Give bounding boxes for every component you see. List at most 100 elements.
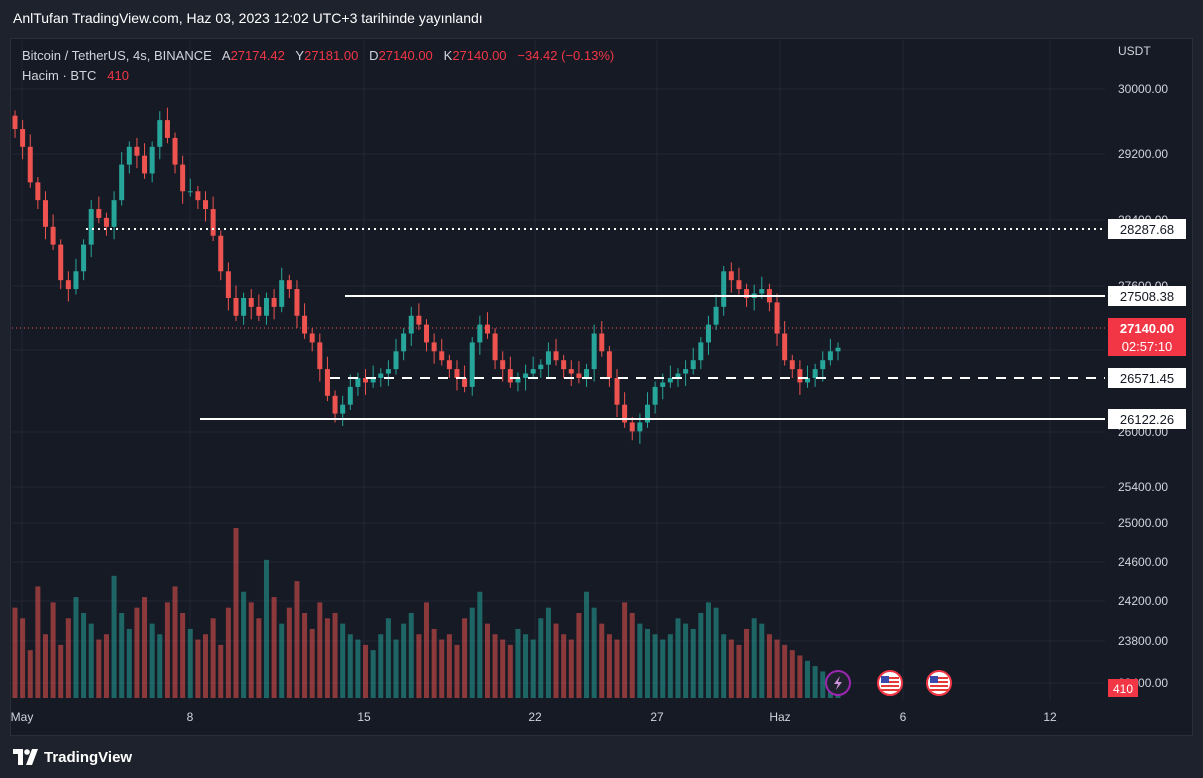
x-tick-label: Haz <box>769 710 790 724</box>
volume-label[interactable]: Hacim · BTC <box>22 68 97 83</box>
candle-body <box>523 373 529 378</box>
candle-body <box>622 404 628 423</box>
volume-bar <box>302 613 308 698</box>
price-line-label: 27508.38 <box>1120 289 1174 304</box>
volume-bar <box>12 607 18 698</box>
volume-bar <box>477 591 483 698</box>
y-tick-label: 25400.00 <box>1118 480 1168 494</box>
legend-price-row: Bitcoin / TetherUS, 4s, BINANCE A27174.4… <box>22 46 614 66</box>
volume-bar <box>27 650 33 698</box>
time-axis[interactable]: May 8 15 22 27 Haz 6 12 <box>11 710 1057 724</box>
candle-body <box>149 146 155 174</box>
candle-body <box>675 373 681 378</box>
y-tick-label: 29200.00 <box>1118 147 1168 161</box>
volume-bar <box>347 634 353 698</box>
volume-bar <box>370 650 376 698</box>
volume-bar <box>279 623 285 698</box>
volume-bar <box>759 623 765 698</box>
volume-bar <box>263 559 269 698</box>
brand-name: TradingView <box>44 748 133 766</box>
candle-body <box>324 369 330 396</box>
volume-bar <box>454 644 460 698</box>
published-info: AnlTufan TradingView.com, Haz 03, 2023 1… <box>13 10 483 26</box>
candle-body <box>50 226 56 245</box>
low-label: D <box>369 48 379 63</box>
candle-body <box>35 182 41 201</box>
volume-bar <box>568 639 574 698</box>
volume-bar <box>111 575 117 698</box>
x-tick-label: 8 <box>187 710 194 724</box>
volume-bar <box>538 618 544 698</box>
close-value: 27140.00 <box>452 48 507 63</box>
volume-bar <box>766 634 772 698</box>
currency-label: USDT <box>1118 44 1151 58</box>
volume-bar <box>149 623 155 698</box>
tradingview-logo[interactable]: TradingView <box>13 746 132 768</box>
candle-body <box>27 146 33 183</box>
volume-bar <box>309 628 315 698</box>
footer <box>0 736 1203 778</box>
volume-bar <box>721 634 727 698</box>
volume-bar <box>728 639 734 698</box>
candle-body <box>157 120 163 147</box>
volume-bar <box>81 613 87 698</box>
volume-bar <box>218 644 224 698</box>
candle-body <box>713 306 719 325</box>
x-tick-label: 15 <box>357 710 371 724</box>
volume-bar <box>545 607 551 698</box>
event-icons[interactable] <box>825 670 952 696</box>
chart-legend: Bitcoin / TetherUS, 4s, BINANCE A27174.4… <box>22 46 614 86</box>
us-flag-icon[interactable] <box>877 670 903 696</box>
candle-body <box>584 369 590 378</box>
volume-bar <box>492 634 498 698</box>
symbol-label[interactable]: Bitcoin / TetherUS, 4s, BINANCE <box>22 48 212 63</box>
us-flag-icon[interactable] <box>926 670 952 696</box>
candle-body <box>294 289 300 316</box>
volume-bar <box>401 623 407 698</box>
volume-bar <box>393 639 399 698</box>
volume-bar <box>675 618 681 698</box>
candle-body <box>241 297 247 316</box>
volume-bar <box>225 607 231 698</box>
candle-body <box>782 333 788 361</box>
volume-bar <box>805 660 811 698</box>
candle-body <box>203 200 209 210</box>
x-tick-label: 12 <box>1043 710 1057 724</box>
volume-badge-box <box>1108 679 1138 697</box>
volume-bar <box>210 618 216 698</box>
candle-body <box>408 315 414 334</box>
volume-bar <box>134 607 140 698</box>
volume-bar <box>195 639 201 698</box>
candle-body <box>96 209 102 218</box>
candle-body <box>484 324 490 334</box>
candle-body <box>744 289 750 298</box>
y-tick-label: 24600.00 <box>1118 555 1168 569</box>
volume-bar <box>667 634 673 698</box>
candle-body <box>515 377 521 383</box>
candle-body <box>187 191 193 193</box>
candle-body <box>142 155 148 174</box>
candle-body <box>119 164 125 201</box>
candle-body <box>332 395 338 414</box>
candle-body <box>500 360 506 370</box>
candle-body <box>58 244 64 281</box>
volume-bar <box>530 639 536 698</box>
price-axis[interactable]: USDT30000.0029200.0028400.0027600.002680… <box>1108 44 1186 697</box>
lightning-icon[interactable] <box>825 670 851 696</box>
volume-bar <box>416 634 422 698</box>
candle-body <box>256 306 262 316</box>
candle-body <box>629 422 635 432</box>
y-tick-label: 24200.00 <box>1118 594 1168 608</box>
volume-bar <box>256 618 262 698</box>
candle-body <box>378 373 384 378</box>
candle-body <box>736 280 742 290</box>
volume-bar <box>385 618 391 698</box>
volume-bar <box>705 602 711 698</box>
candle-body <box>462 377 468 387</box>
candle-body <box>812 369 818 378</box>
candle-body <box>805 377 811 383</box>
volume-bar <box>35 586 41 698</box>
candle-body <box>591 333 597 370</box>
candle-body <box>12 115 18 130</box>
